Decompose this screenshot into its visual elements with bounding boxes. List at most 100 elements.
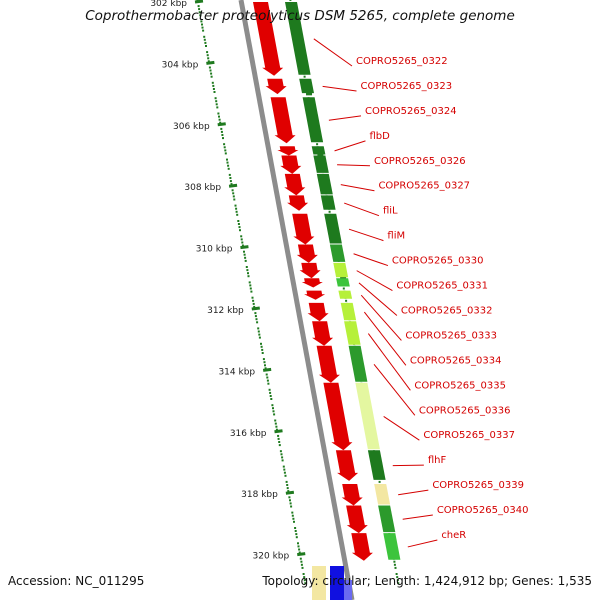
scale-tick-label: 304 kbp (162, 60, 199, 70)
guide-dot (218, 118, 221, 121)
guide-dot (262, 358, 265, 361)
guide-dot (396, 579, 399, 582)
guide-dot (260, 342, 262, 345)
gene-label: COPRO5265_0323 (360, 81, 452, 92)
guide-dot (246, 269, 249, 272)
guide-dot (294, 530, 297, 532)
guide-dot (270, 398, 273, 400)
guide-dot (216, 106, 219, 109)
guide-dot (395, 573, 398, 575)
guide-dot (281, 459, 284, 462)
gene-shade-block (336, 278, 350, 287)
guide-dot (210, 72, 213, 75)
guide-dot (208, 66, 211, 69)
gene-shade-track (285, 2, 401, 560)
gene-label: COPRO5265_0333 (405, 330, 497, 341)
accession-text: Accession: NC_011295 (8, 574, 145, 588)
guide-dot (210, 75, 213, 78)
gene-arrow (335, 450, 359, 481)
gene-arrow (284, 173, 306, 196)
gene-shade-block (299, 78, 314, 94)
gene-label: COPRO5265_0339 (432, 480, 524, 491)
guide-dot (295, 533, 298, 536)
guide-dot (212, 84, 215, 87)
guide-dot (226, 158, 228, 161)
guide-dot (316, 143, 319, 146)
guide-dot (393, 563, 396, 566)
gene-label: COPRO5265_0340 (437, 505, 529, 516)
guide-dot (297, 545, 300, 548)
guide-dot (247, 275, 250, 278)
guide-dot (304, 582, 307, 585)
guide-dot (203, 38, 206, 41)
gene-label-leader (358, 282, 398, 316)
guide-dot (245, 266, 248, 268)
guide-dot (197, 5, 200, 8)
next-region-mark-blue (330, 566, 344, 600)
gene-labels: COPRO5265_0322 COPRO5265_0323 COPRO5265_03… (313, 38, 529, 548)
gene-label-leader (367, 333, 411, 391)
guide-dot (244, 256, 247, 259)
guide-dot (282, 465, 285, 468)
gene-arrow (253, 2, 284, 76)
guide-dot (261, 348, 264, 351)
gene-label: COPRO5265_0331 (396, 281, 488, 292)
guide-dot (249, 287, 252, 290)
gene-shade-block (333, 262, 349, 278)
guide-dot (229, 177, 232, 179)
scale-tick (297, 552, 306, 557)
guide-dot (280, 453, 283, 456)
guide-dot (232, 195, 235, 198)
gene-shade-block (355, 382, 380, 450)
guide-dot (240, 238, 243, 241)
guide-dot (328, 210, 331, 213)
guide-dot (227, 167, 230, 170)
guide-dot (239, 229, 241, 232)
guide-dot (257, 327, 260, 330)
gene-shade-block (285, 2, 311, 75)
guide-dot (275, 428, 278, 431)
guide-dot (289, 502, 292, 505)
guide-dot (211, 81, 214, 84)
guide-dot (214, 97, 217, 100)
guide-dot (287, 490, 290, 493)
gene-arrow (323, 382, 353, 451)
guide-dot (260, 345, 263, 348)
next-region-marks (312, 566, 352, 600)
gene-arrow (280, 155, 302, 174)
guide-dot (396, 576, 399, 579)
gene-arrow (346, 505, 368, 534)
guide-dot (249, 284, 252, 287)
guide-dot (257, 330, 260, 333)
scale-tick (240, 245, 249, 250)
guide-dot (298, 551, 301, 554)
guide-dot (232, 192, 235, 195)
guide-dot (203, 35, 206, 38)
gene-label-leader (344, 202, 380, 217)
guide-dot (294, 527, 297, 529)
gene-shade-block (348, 345, 368, 382)
guide-dot (223, 143, 226, 146)
guide-dot (250, 290, 253, 293)
guide-dot (243, 250, 245, 253)
guide-dot (226, 161, 229, 164)
gene-shade-block (378, 505, 396, 533)
guide-dot (223, 146, 226, 149)
gene-arrow (265, 78, 287, 95)
guide-dot (289, 0, 292, 1)
next-region-mark-yellow (312, 566, 326, 600)
guide-dot (268, 388, 271, 391)
guide-dot (219, 121, 222, 124)
guide-dot (393, 560, 396, 563)
gene-shade-block (340, 302, 357, 321)
guide-dot (205, 45, 207, 47)
gene-arrow (299, 262, 321, 279)
guide-dot (378, 480, 381, 483)
gene-label: COPRO5265_0332 (401, 305, 493, 316)
scale-tick (251, 306, 260, 311)
guide-dot (199, 14, 202, 17)
gene-label: fliL (383, 206, 398, 217)
guide-dot (274, 419, 277, 422)
guide-dot (292, 517, 295, 520)
